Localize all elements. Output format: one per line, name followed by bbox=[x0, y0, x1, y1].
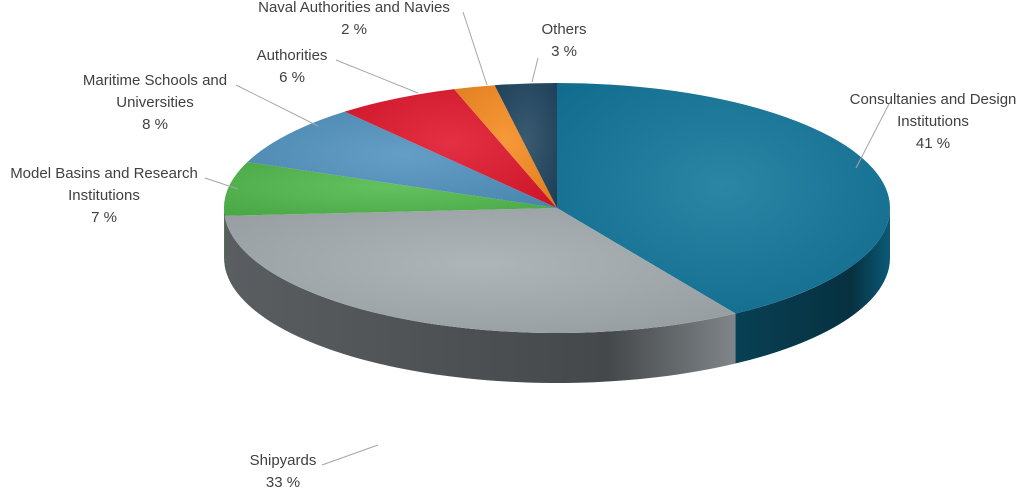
pie-side-consultanies-and-design-institutions bbox=[735, 208, 890, 364]
pie-slice-maritime-schools-and-universities bbox=[247, 111, 557, 208]
category-label-authorities: Authorities bbox=[257, 47, 328, 64]
slice-labels: Consultanies and Design Institutions 41 % S… bbox=[10, 0, 1016, 491]
pie-slice-authorities bbox=[344, 89, 557, 208]
pie-side-shipyards bbox=[224, 215, 736, 383]
pie-slice-consultanies-and-design-institutions bbox=[557, 83, 890, 314]
pie-slice-model-basins-and-research-institutions bbox=[224, 161, 558, 216]
value-label-consultanies-and-design-institutions: 41 % bbox=[916, 135, 950, 152]
category-label-consultanies-and-design-institutions: Consultanies and Design bbox=[850, 91, 1017, 108]
category-label-maritime-schools-and-universities: Maritime Schools and bbox=[83, 72, 227, 89]
category-label-others: Others bbox=[541, 21, 586, 38]
leader-line-shipyards bbox=[321, 444, 379, 466]
pie-side-model-basins-and-research-institutions bbox=[224, 208, 225, 266]
pie-slice-shipyards bbox=[224, 208, 736, 333]
leader-line-naval-authorities-and-navies bbox=[462, 11, 488, 86]
value-label-others: 3 % bbox=[551, 43, 577, 60]
category-label-maritime-schools-and-universities: Universities bbox=[116, 94, 194, 111]
leader-line-others bbox=[531, 57, 539, 83]
leader-line-model-basins-and-research-institutions bbox=[204, 177, 239, 190]
value-label-shipyards: 33 % bbox=[266, 474, 300, 491]
value-label-model-basins-and-research-institutions: 7 % bbox=[91, 209, 117, 226]
leader-line-consultanies-and-design-institutions bbox=[855, 103, 890, 169]
pie-slice-others bbox=[494, 83, 557, 208]
value-label-naval-authorities-and-navies: 2 % bbox=[341, 21, 367, 38]
pie-sides bbox=[224, 208, 890, 383]
leader-line-maritime-schools-and-universities bbox=[235, 84, 319, 127]
leader-lines bbox=[204, 11, 890, 466]
pie-slice-naval-authorities-and-navies bbox=[454, 85, 557, 208]
category-label-consultanies-and-design-institutions: Institutions bbox=[897, 113, 969, 130]
category-label-shipyards: Shipyards bbox=[250, 452, 317, 469]
category-label-model-basins-and-research-institutions: Institutions bbox=[68, 187, 140, 204]
value-label-authorities: 6 % bbox=[279, 69, 305, 86]
category-label-naval-authorities-and-navies: Naval Authorities and Navies bbox=[258, 0, 450, 16]
value-label-maritime-schools-and-universities: 8 % bbox=[142, 116, 168, 133]
leader-line-authorities bbox=[335, 59, 419, 94]
category-label-model-basins-and-research-institutions: Model Basins and Research bbox=[10, 165, 198, 182]
pie-slices bbox=[224, 83, 890, 333]
